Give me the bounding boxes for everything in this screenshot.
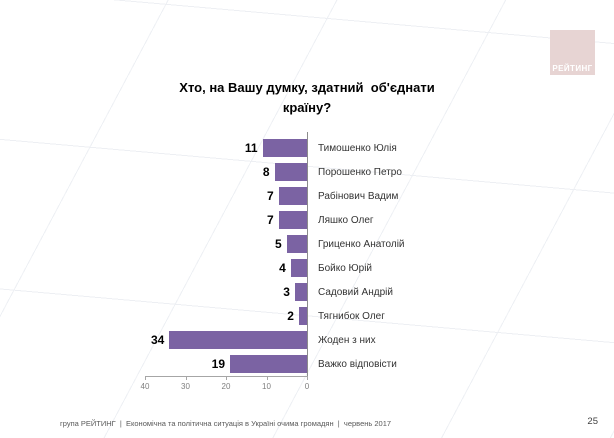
category-label: Гриценко Анатолій — [318, 238, 405, 250]
category-label: Порошенко Петро — [318, 166, 402, 178]
bar-area: 11 — [145, 139, 307, 157]
chart-row: 11 Тимошенко Юлія — [145, 136, 405, 160]
bar-value-label: 3 — [283, 285, 290, 299]
bar — [294, 283, 307, 301]
bar-value-label: 8 — [262, 165, 270, 179]
x-axis-tick-label: 10 — [262, 382, 271, 391]
chart-rows: 11 Тимошенко Юлія 8 Порошенко Петро 7 Рабінов… — [145, 136, 405, 376]
bar — [298, 307, 307, 325]
chart-title-line-1: Хто, на Вашу думку, здатний об'єднати — [179, 80, 435, 95]
bar — [290, 259, 307, 277]
x-axis-tick — [226, 376, 227, 380]
bar-area: 19 — [145, 355, 307, 373]
bar-area: 5 — [145, 235, 307, 253]
bar-chart: 11 Тимошенко Юлія 8 Порошенко Петро 7 Рабінов… — [141, 132, 605, 406]
value-axis-zero-line — [307, 132, 308, 376]
x-axis-tick-label: 40 — [140, 382, 150, 391]
bar-area: 8 — [145, 163, 307, 181]
bar-area: 34 — [145, 331, 307, 349]
bar-value-label: 34 — [150, 333, 165, 347]
bar-value-label: 5 — [275, 237, 282, 251]
category-label: Садовий Андрій — [318, 286, 393, 298]
bar — [262, 139, 307, 157]
bar — [278, 211, 307, 229]
bar-area: 7 — [145, 187, 307, 205]
chart-title-line-2: країну? — [282, 100, 332, 115]
bar-area: 2 — [145, 307, 307, 325]
x-axis-tick — [145, 376, 146, 380]
chart-row: 4 Бойко Юрій — [145, 256, 405, 280]
bar — [230, 355, 307, 373]
chart-row: 3 Садовий Андрій — [145, 280, 405, 304]
x-axis-tick — [307, 376, 308, 380]
chart-row: 2 Тягнибок Олег — [145, 304, 405, 328]
category-label: Жоден з них — [318, 334, 376, 346]
chart-row: 7 Ляшко Олег — [145, 208, 405, 232]
chart-row: 8 Порошенко Петро — [145, 160, 405, 184]
rating-logo-text: РЕЙТИНГ — [552, 64, 593, 73]
x-axis-tick-label: 0 — [304, 382, 310, 391]
bar-value-label: 2 — [287, 309, 294, 323]
chart-row: 19 Важко відповісти — [145, 352, 405, 376]
bar — [278, 187, 307, 205]
x-axis-tick — [185, 376, 187, 380]
category-label: Ляшко Олег — [318, 214, 374, 226]
category-label: Важко відповісти — [318, 358, 397, 370]
bar — [286, 235, 307, 253]
bar-value-label: 7 — [267, 213, 274, 227]
bar — [274, 163, 307, 181]
chart-row: 34 Жоден з них — [145, 328, 405, 352]
category-label: Тимошенко Юлія — [318, 142, 397, 154]
chart-row: 7 Рабінович Вадим — [145, 184, 405, 208]
x-axis-tick-label: 20 — [221, 382, 231, 391]
rating-group-logo: РЕЙТИНГ — [550, 30, 595, 75]
category-label: Рабінович Вадим — [318, 190, 399, 202]
bar-area: 4 — [145, 259, 307, 277]
bar-area: 7 — [145, 211, 307, 229]
bar-value-label: 4 — [279, 261, 286, 275]
bar-value-label: 7 — [267, 189, 274, 203]
bar-value-label: 11 — [244, 141, 258, 155]
page-number: 25 — [587, 416, 598, 427]
bar — [169, 331, 307, 349]
bar-value-label: 19 — [211, 357, 225, 371]
bar-area: 3 — [145, 283, 307, 301]
category-label: Бойко Юрій — [318, 262, 373, 274]
chart-title: Хто, на Вашу думку, здатний об'єднати кра… — [0, 78, 614, 118]
chart-row: 5 Гриценко Анатолій — [145, 232, 405, 256]
x-axis-tick-label: 30 — [181, 382, 190, 391]
x-axis-tick — [266, 376, 268, 380]
footer-source-text: група РЕЙТИНГ | Економічна та політична … — [60, 419, 392, 428]
category-label: Тягнибок Олег — [318, 310, 385, 322]
